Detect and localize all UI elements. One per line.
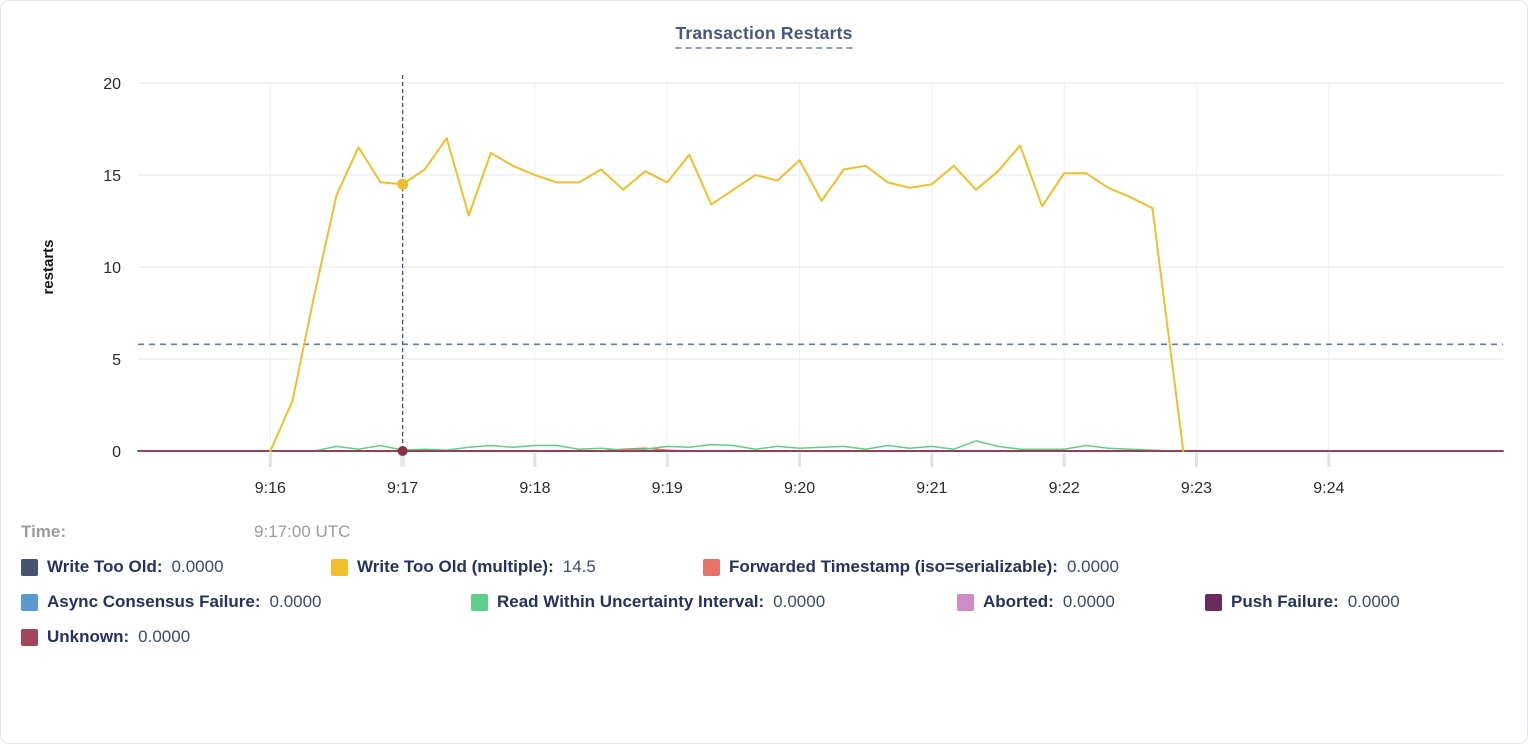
legend-color-swatch [957,593,974,611]
legend-item-write-too-old[interactable]: Write Too Old: 0.0000 [21,557,331,577]
axis-tick-label: 9:20 [784,480,815,497]
legend-label: Write Too Old: [47,557,163,576]
legend-item-push-failure[interactable]: Push Failure: 0.0000 [1205,592,1400,612]
series-line [269,137,1185,452]
legend-label: Unknown: [47,627,130,646]
legend-label: Forwarded Timestamp (iso=serializable): [729,557,1058,576]
axis-tick-label: 0 [112,444,121,461]
time-label: Time: [21,522,67,541]
legend-row: Async Consensus Failure: 0.0000 Read Withi… [21,592,1527,612]
legend-value: 0.0000 [138,627,191,646]
legend-label: Push Failure: [1231,592,1339,611]
axis-tick-label: 9:18 [519,480,550,497]
legend-color-swatch [21,628,38,646]
legend-value: 0.0000 [269,592,322,611]
legend-label: Aborted: [983,592,1054,611]
axis-tick-label: 9:16 [255,480,286,497]
legend-color-swatch [471,593,488,611]
legend-row: Write Too Old: 0.0000 Write Too Old (multi… [21,557,1527,577]
time-value: 9:17:00 UTC [254,522,351,541]
legend-value: 0.0000 [1347,592,1400,611]
legend-item-unknown[interactable]: Unknown: 0.0000 [21,627,190,647]
hover-point [397,178,409,190]
axis-tick-label: 9:21 [916,480,947,497]
axis-tick-label: 5 [112,352,121,369]
legend-item-forwarded-timestamp-iso-serializable[interactable]: Forwarded Timestamp (iso=serializable): 0… [703,557,1119,577]
legend-label: Read Within Uncertainty Interval: [497,592,765,611]
legend-item-async-consensus-failure[interactable]: Async Consensus Failure: 0.0000 [21,592,471,612]
axis-tick-label: 9:17 [387,480,418,497]
axis-tick-label: 15 [103,168,121,185]
axis-tick-label: 20 [103,76,121,93]
legend-value: 14.5 [562,557,596,576]
axis-tick-label: 9:24 [1313,480,1344,497]
legend-color-swatch [703,558,720,576]
chart-legend: Write Too Old: 0.0000 Write Too Old (multi… [1,557,1527,647]
legend-color-swatch [1205,593,1222,611]
hover-time-row: Time: 9:17:00 UTC [1,522,1527,542]
legend-value: 0.0000 [171,557,224,576]
legend-value: 0.0000 [1062,592,1115,611]
legend-color-swatch [331,558,348,576]
series-line [137,440,1504,452]
hover-point [397,446,408,456]
axis-tick-label: 10 [103,260,121,277]
axis-tick-label: 9:22 [1049,480,1080,497]
legend-color-swatch [21,593,38,611]
legend-row: Unknown: 0.0000 [21,627,1527,647]
chart-area: 0 5 10 15 20 9:16 9:17 9:18 9:19 9:20 9:21 9:22 9:23… [1,1,1527,506]
chart-title[interactable]: Transaction Restarts [675,23,853,49]
legend-value: 0.0000 [1066,557,1119,576]
axis-tick-label: 9:23 [1181,480,1212,497]
legend-item-read-within-uncertainty-interval[interactable]: Read Within Uncertainty Interval: 0.0000 [471,592,957,612]
y-axis-label: restarts [40,239,57,294]
legend-item-write-too-old-multiple[interactable]: Write Too Old (multiple): 14.5 [331,557,703,577]
legend-value: 0.0000 [773,592,826,611]
axis-tick-label: 9:19 [652,480,683,497]
transaction-restarts-chart[interactable]: 0 5 10 15 20 9:16 9:17 9:18 9:19 9:20 9:21 9:22 9:23… [1,1,1528,506]
legend-color-swatch [21,558,38,576]
legend-label: Write Too Old (multiple): [357,557,554,576]
legend-label: Async Consensus Failure: [47,592,261,611]
legend-item-aborted[interactable]: Aborted: 0.0000 [957,592,1205,612]
